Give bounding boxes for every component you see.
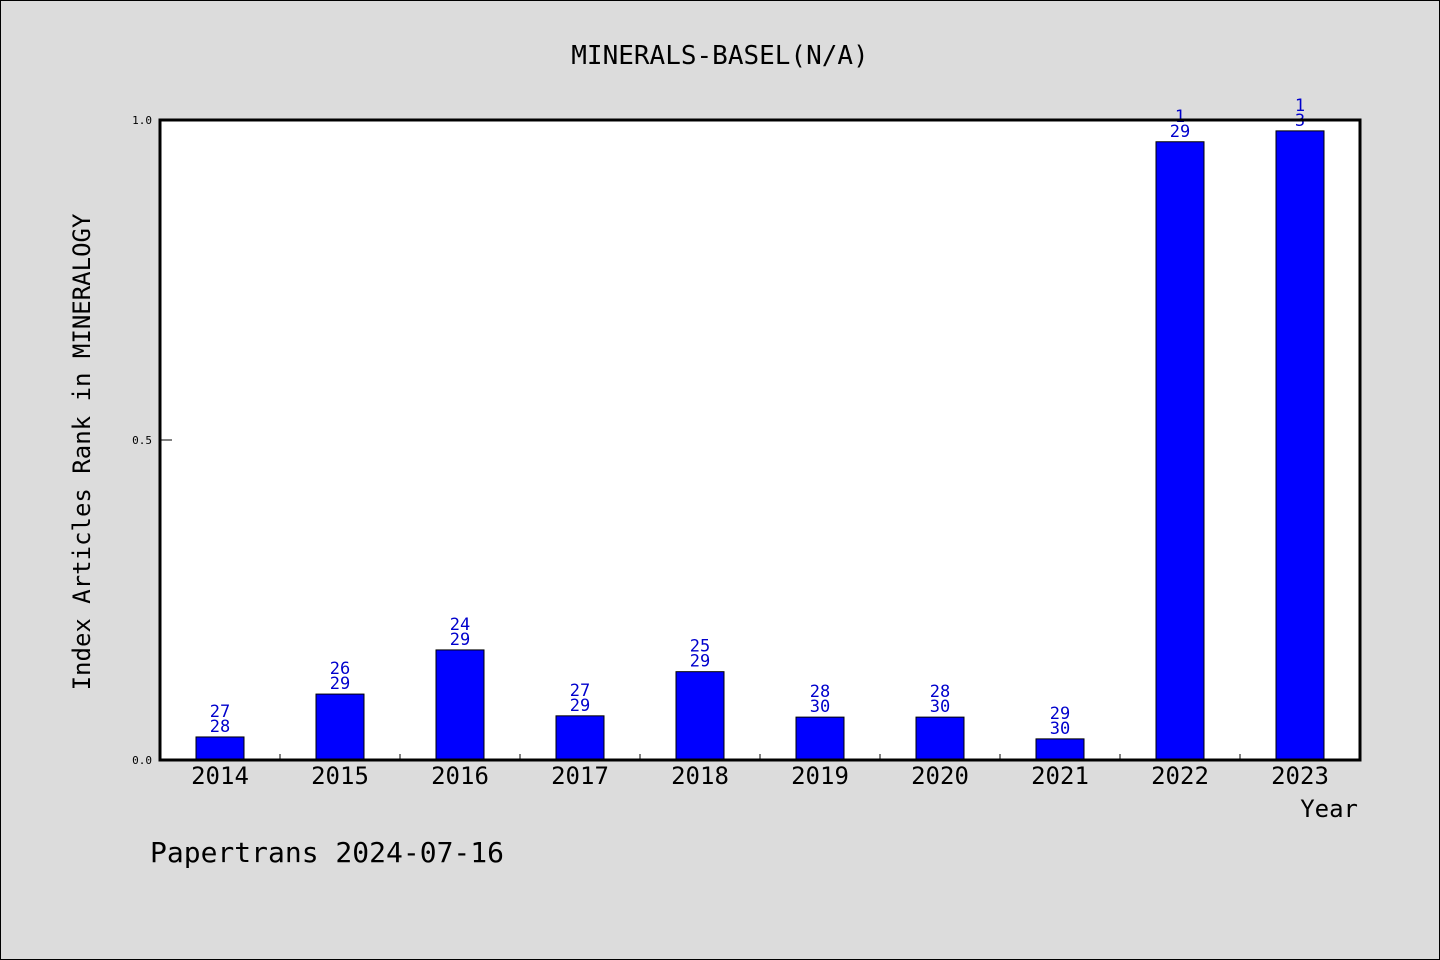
bar-label-total: 30: [1050, 719, 1070, 739]
bar-label-total: 30: [810, 697, 830, 717]
x-tick-label: 2022: [1151, 762, 1209, 790]
y-axis-label: Index Articles Rank in MINERALOGY: [68, 213, 96, 690]
bar-2020: [915, 716, 965, 761]
bar-label-total: 30: [930, 697, 950, 717]
x-tick-label: 2017: [551, 762, 609, 790]
x-tick-label: 2021: [1031, 762, 1089, 790]
bar-label-rank: 24: [450, 615, 470, 635]
bar-2021: [1035, 738, 1085, 761]
bar-label-total: 29: [690, 652, 710, 672]
x-tick-label: 2014: [191, 762, 249, 790]
bar-label-rank: 29: [1050, 704, 1070, 724]
bar-label-rank: 27: [570, 681, 590, 701]
ticks-layer: 2014 2015 2016 2017 2018 2019 2020 2021 2022 2023…: [132, 114, 1329, 790]
bar-label-rank: 26: [330, 659, 350, 679]
plot-frame: [158, 118, 1362, 762]
bar-label-total: 28: [210, 717, 230, 737]
footer-text: Papertrans 2024-07-16: [150, 836, 504, 869]
bar-label-rank: 1: [1175, 107, 1185, 127]
bar-2017: [555, 715, 605, 761]
y-tick-label: 1.0: [132, 114, 152, 127]
x-tick-label: 2016: [431, 762, 489, 790]
bar-label-total: 29: [1170, 122, 1190, 142]
bar-label-total: 29: [570, 696, 590, 716]
x-tick-label: 2023: [1271, 762, 1329, 790]
x-tick-label: 2019: [791, 762, 849, 790]
x-tick-label: 2020: [911, 762, 969, 790]
x-axis-label: Year: [1300, 795, 1358, 823]
bar-2023: [1275, 130, 1325, 761]
bar-2015: [315, 693, 365, 761]
bar-label-total: 29: [450, 630, 470, 650]
bar-2018: [675, 671, 725, 761]
bar-label-rank: 1: [1295, 96, 1305, 116]
y-tick-label: 0.0: [132, 754, 152, 767]
bar-2022: [1155, 141, 1205, 761]
bar-label-rank: 25: [690, 637, 710, 657]
x-tick-label: 2018: [671, 762, 729, 790]
y-tick-label: 0.5: [132, 434, 152, 447]
chart-title: MINERALS-BASEL(N/A): [571, 41, 868, 71]
bar-label-rank: 28: [930, 682, 950, 702]
bar-2019: [795, 716, 845, 761]
bar-2016: [435, 649, 485, 761]
bar-2014: [195, 736, 245, 761]
x-tick-label: 2015: [311, 762, 369, 790]
bar-label-rank: 28: [810, 682, 830, 702]
bar-label-rank: 27: [210, 702, 230, 722]
bar-label-total: 29: [330, 674, 350, 694]
